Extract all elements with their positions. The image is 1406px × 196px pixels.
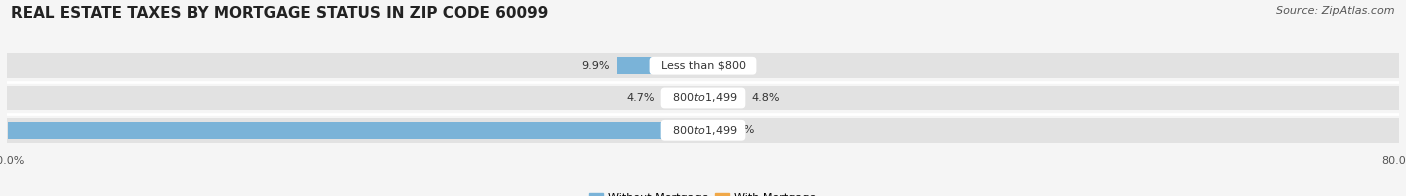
Bar: [662, 90, 703, 106]
Bar: [703, 86, 1399, 110]
Text: Less than $800: Less than $800: [654, 61, 752, 71]
Text: REAL ESTATE TAXES BY MORTGAGE STATUS IN ZIP CODE 60099: REAL ESTATE TAXES BY MORTGAGE STATUS IN …: [11, 6, 548, 21]
Text: Source: ZipAtlas.com: Source: ZipAtlas.com: [1277, 6, 1395, 16]
Bar: [703, 118, 1399, 143]
Text: 4.8%: 4.8%: [752, 93, 780, 103]
Text: 1.9%: 1.9%: [727, 125, 755, 135]
Bar: [703, 122, 720, 139]
Bar: [703, 53, 1399, 78]
Bar: [7, 53, 703, 78]
Text: $800 to $1,499: $800 to $1,499: [665, 92, 741, 104]
Bar: [8, 122, 703, 139]
Text: 0.0%: 0.0%: [710, 61, 738, 71]
Bar: [617, 57, 703, 74]
Legend: Without Mortgage, With Mortgage: Without Mortgage, With Mortgage: [585, 188, 821, 196]
Bar: [7, 86, 703, 110]
Text: 9.9%: 9.9%: [582, 61, 610, 71]
Text: 4.7%: 4.7%: [627, 93, 655, 103]
Bar: [703, 90, 745, 106]
Text: $800 to $1,499: $800 to $1,499: [665, 124, 741, 137]
Bar: [7, 118, 703, 143]
